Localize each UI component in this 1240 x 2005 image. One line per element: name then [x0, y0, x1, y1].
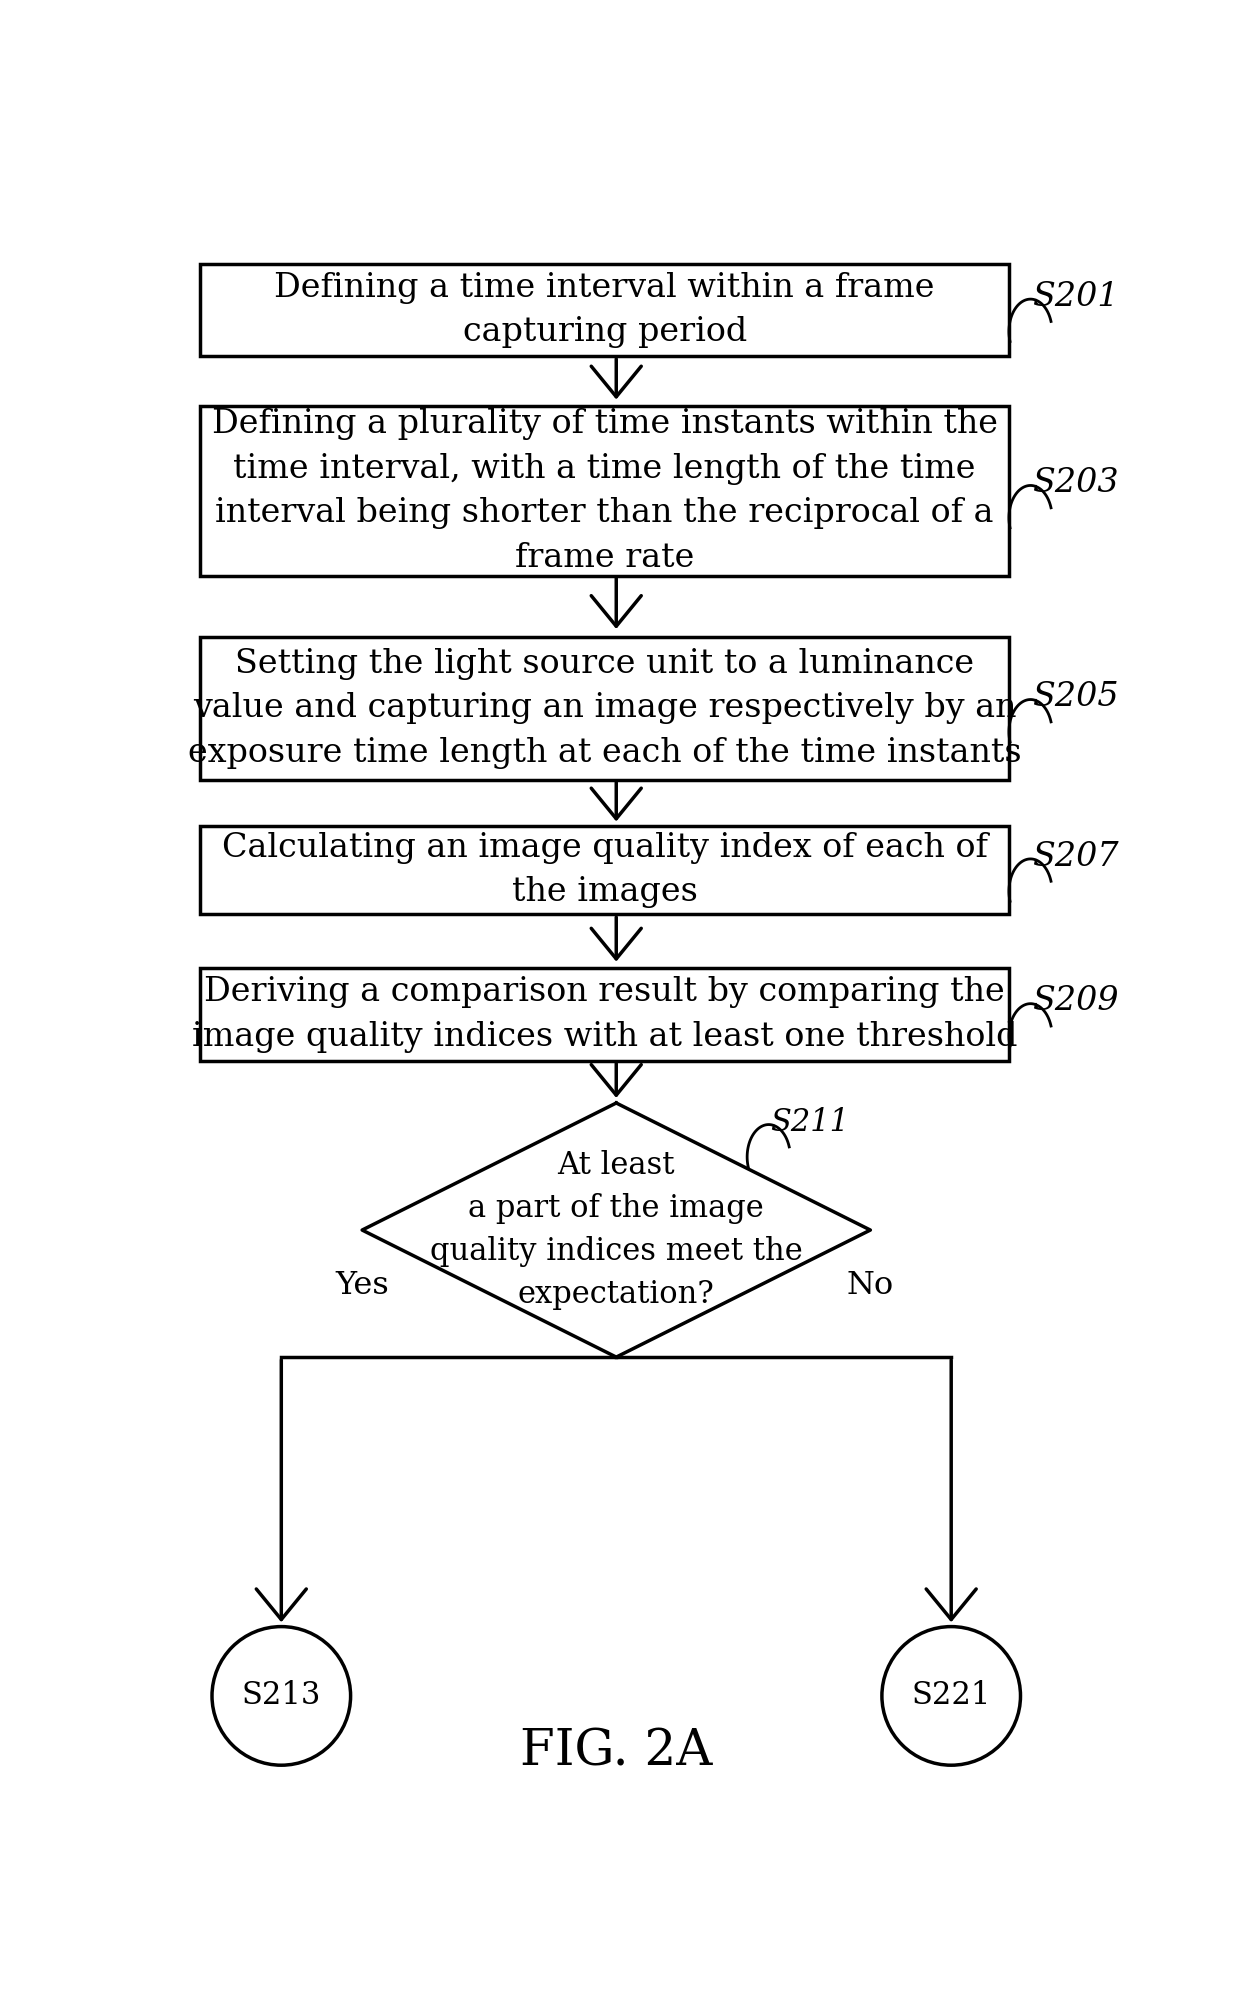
Bar [201, 638, 1009, 780]
Bar [201, 265, 1009, 357]
Text: Yes: Yes [335, 1269, 389, 1301]
Text: FIG. 2A: FIG. 2A [520, 1728, 713, 1776]
Text: Defining a time interval within a frame
capturing period: Defining a time interval within a frame … [274, 271, 935, 349]
Text: No: No [847, 1269, 894, 1301]
Text: Deriving a comparison result by comparing the
image quality indices with at leas: Deriving a comparison result by comparin… [192, 976, 1018, 1053]
Bar [201, 968, 1009, 1061]
Text: S207: S207 [1032, 840, 1118, 872]
Text: S203: S203 [1032, 467, 1118, 499]
Text: Calculating an image quality index of each of
the images: Calculating an image quality index of ea… [222, 832, 987, 908]
Text: S213: S213 [242, 1680, 321, 1712]
Text: S209: S209 [1032, 984, 1118, 1017]
Text: Setting the light source unit to a luminance
value and capturing an image respec: Setting the light source unit to a lumin… [188, 648, 1022, 768]
Text: S221: S221 [911, 1680, 991, 1712]
Bar [201, 826, 1009, 914]
Text: At least
a part of the image
quality indices meet the
expectation?: At least a part of the image quality ind… [430, 1151, 802, 1309]
Text: S201: S201 [1032, 281, 1118, 313]
Ellipse shape [882, 1626, 1021, 1764]
Text: S211: S211 [770, 1107, 849, 1137]
Bar [201, 407, 1009, 575]
Text: Defining a plurality of time instants within the
time interval, with a time leng: Defining a plurality of time instants wi… [212, 409, 998, 573]
Text: S205: S205 [1032, 682, 1118, 714]
Ellipse shape [212, 1626, 351, 1764]
